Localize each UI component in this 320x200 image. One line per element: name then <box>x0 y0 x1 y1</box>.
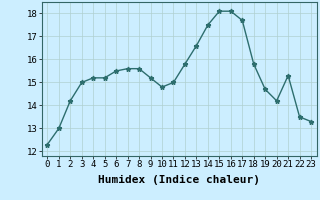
X-axis label: Humidex (Indice chaleur): Humidex (Indice chaleur) <box>98 175 260 185</box>
